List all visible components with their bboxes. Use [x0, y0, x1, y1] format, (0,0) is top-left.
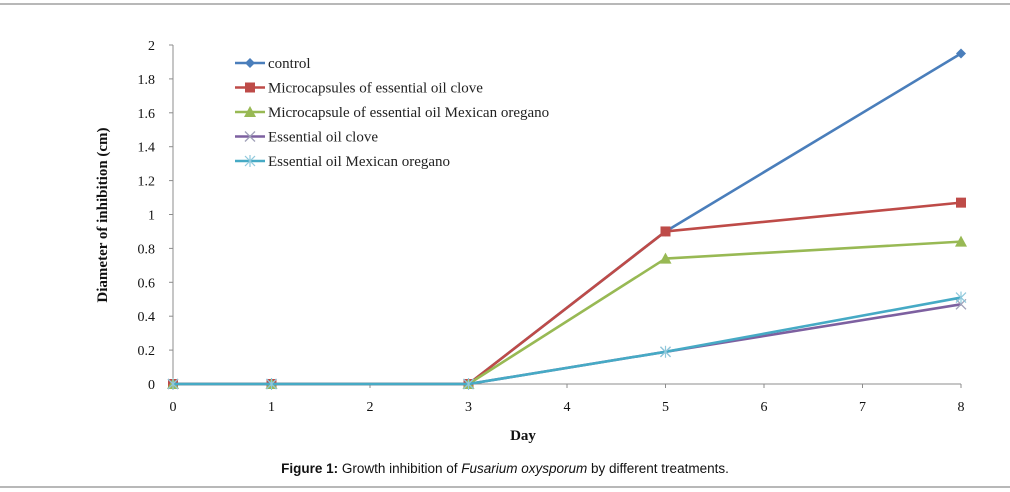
legend-item: control [235, 56, 311, 72]
series-line [173, 296, 962, 386]
y-tick-label: 0.4 [138, 310, 156, 325]
square-marker [660, 226, 671, 237]
x-axis-label: Day [510, 428, 536, 444]
square-marker [245, 82, 255, 93]
x-tick-label: 7 [859, 400, 866, 415]
series-0 [168, 48, 966, 389]
series-4 [167, 291, 967, 390]
legend-item: Essential oil Mexican oregano [235, 154, 450, 170]
x-tick-label: 6 [761, 400, 768, 415]
x-tick-label: 5 [662, 400, 669, 415]
top-rule [0, 3, 1010, 5]
series-3 [167, 298, 967, 390]
caption-label: Figure 1: [281, 461, 339, 476]
y-tick-label: 0.2 [138, 344, 156, 359]
star-marker [167, 378, 179, 390]
triangle-marker [244, 106, 256, 117]
legend-item: Essential oil clove [235, 130, 378, 146]
series-2 [167, 235, 967, 389]
diamond-marker [245, 58, 255, 68]
bottom-rule [0, 486, 1010, 488]
y-tick-label: 2 [148, 39, 155, 54]
figure-caption: Figure 1: Growth inhibition of Fusarium … [0, 461, 1010, 476]
triangle-marker [659, 252, 672, 264]
x-tick-label: 8 [958, 400, 965, 415]
series-line [173, 303, 962, 386]
legend-label: Essential oil Mexican oregano [268, 154, 450, 170]
y-tick-label: 1 [148, 209, 155, 224]
series-line [173, 52, 962, 386]
axes: 0 0.2 0.4 0.6 0.8 1 1.2 1.4 1.6 1.8 2 0 1 2 3 4 5 6 7 8 [138, 39, 965, 415]
star-marker [463, 378, 474, 390]
y-axis-label: Diameter of inhibition (cm) [95, 127, 111, 302]
star-marker [660, 345, 671, 358]
x-marker [244, 131, 256, 142]
legend-label: Essential oil clove [268, 130, 378, 146]
legend-label: Microcapsules of essential oil clove [268, 81, 483, 97]
star-marker [266, 378, 277, 390]
series-1 [168, 197, 966, 389]
y-tick-label: 1.4 [138, 141, 156, 156]
legend-label: control [268, 56, 311, 72]
x-tick-label: 1 [268, 400, 275, 415]
caption-text-after: by different treatments. [587, 461, 729, 476]
x-tick-label: 4 [564, 400, 571, 415]
square-marker [956, 197, 966, 208]
legend-item: Microcapsules of essential oil clove [235, 81, 483, 97]
series-layer [167, 48, 967, 390]
line-chart: 0 0.2 0.4 0.6 0.8 1 1.2 1.4 1.6 1.8 2 0 1 2 3 4 5 6 7 8 con… [95, 39, 967, 444]
y-tick-label: 0.8 [138, 242, 156, 257]
x-tick-label: 0 [170, 400, 177, 415]
series-line [173, 240, 962, 386]
y-tick-label: 0 [148, 378, 155, 393]
x-tick-label: 2 [367, 400, 374, 415]
diamond-marker [956, 48, 966, 59]
caption-text-before: Growth inhibition of [338, 461, 462, 476]
legend: control Microcapsules of essential oil cl… [235, 56, 549, 170]
y-tick-label: 0.6 [138, 276, 156, 291]
series-line [173, 201, 962, 386]
y-tick-label: 1.2 [138, 175, 156, 190]
star-marker [955, 291, 967, 304]
y-tick-label: 1.6 [138, 107, 156, 122]
caption-species: Fusarium oxysporum [461, 461, 588, 476]
legend-item: Microcapsule of essential oil Mexican or… [235, 105, 549, 121]
legend-label: Microcapsule of essential oil Mexican or… [268, 105, 549, 121]
triangle-marker [955, 235, 967, 247]
star-marker [244, 155, 256, 167]
y-tick-label: 1.8 [138, 73, 156, 88]
x-tick-label: 3 [465, 400, 472, 415]
